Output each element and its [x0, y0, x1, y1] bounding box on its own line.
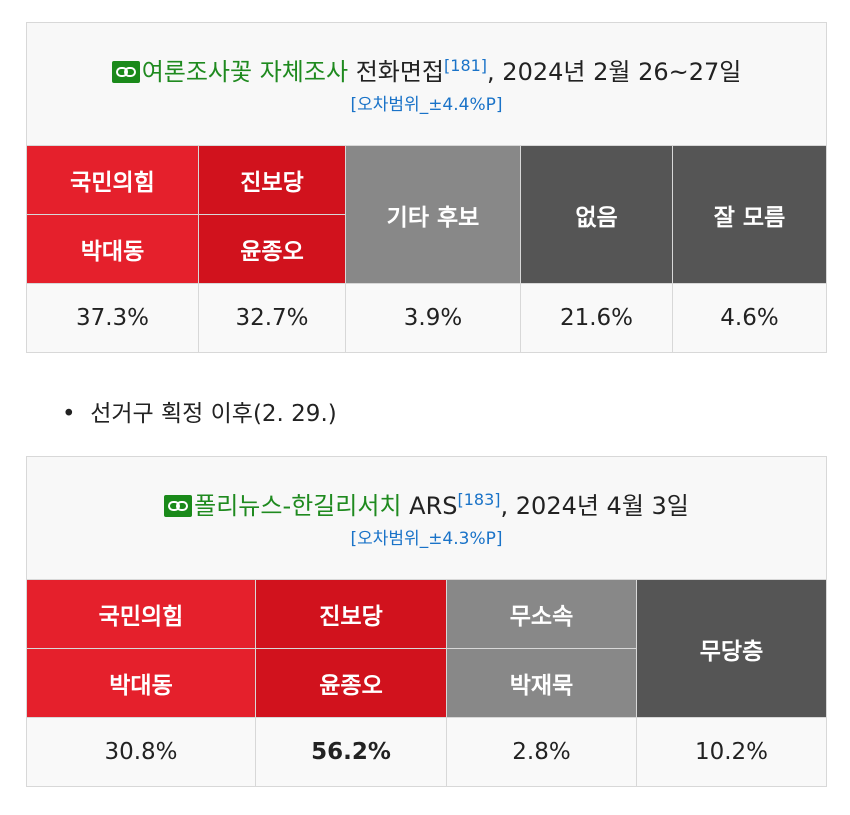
- value: 3.9%: [345, 283, 521, 353]
- margin: [오차범위_±4.3%P]: [350, 529, 503, 549]
- link-icon: [164, 495, 193, 517]
- value: 37.3%: [26, 283, 199, 353]
- ref[interactable]: [183]: [457, 490, 501, 509]
- header: 무소속: [446, 579, 637, 649]
- method: ARS: [409, 492, 458, 520]
- header: 국민의힘: [26, 145, 199, 215]
- candidate: 박재묵: [446, 648, 637, 718]
- candidate: 윤종오: [198, 214, 346, 284]
- value: 21.6%: [520, 283, 673, 353]
- header: 국민의힘: [26, 579, 256, 649]
- value: 4.6%: [671, 283, 828, 353]
- link-icon: [111, 61, 140, 83]
- candidate: 박대동: [26, 648, 256, 718]
- poll-table: 여론조사꽃 자체조사 전화면접[181], 2024년 2월 26~27일 [오…: [25, 22, 828, 353]
- margin: [오차범위_±4.4%P]: [350, 95, 503, 115]
- header: 진보당: [255, 579, 447, 649]
- value: 56.2%: [255, 717, 447, 787]
- method: 전화면접: [355, 58, 445, 86]
- value: 32.7%: [198, 283, 346, 353]
- header: 무당층: [635, 579, 828, 718]
- date: , 2024년 2월 26~27일: [487, 58, 742, 86]
- value: 30.8%: [26, 717, 256, 787]
- header: 기타 후보: [345, 145, 521, 284]
- poll-table: 폴리뉴스-한길리서치 ARS[183], 2024년 4월 3일 [오차범위_±…: [25, 456, 828, 787]
- bullet-text: 선거구 획정 이후(2. 29.): [90, 401, 337, 427]
- bullet: • 선거구 획정 이후(2. 29.): [62, 401, 337, 427]
- header: 없음: [520, 145, 673, 284]
- value: 2.8%: [446, 717, 637, 787]
- source-link[interactable]: 여론조사꽃 자체조사: [141, 58, 349, 86]
- header: 잘 모름: [671, 145, 828, 284]
- caption: 여론조사꽃 자체조사 전화면접[181], 2024년 2월 26~27일 [오…: [25, 22, 828, 146]
- candidate: 윤종오: [255, 648, 447, 718]
- header: 진보당: [198, 145, 346, 215]
- candidate: 박대동: [26, 214, 199, 284]
- caption: 폴리뉴스-한길리서치 ARS[183], 2024년 4월 3일 [오차범위_±…: [25, 456, 828, 580]
- value: 10.2%: [635, 717, 828, 787]
- source-link[interactable]: 폴리뉴스-한길리서치: [194, 492, 402, 520]
- ref[interactable]: [181]: [444, 56, 488, 75]
- date: , 2024년 4월 3일: [500, 492, 689, 520]
